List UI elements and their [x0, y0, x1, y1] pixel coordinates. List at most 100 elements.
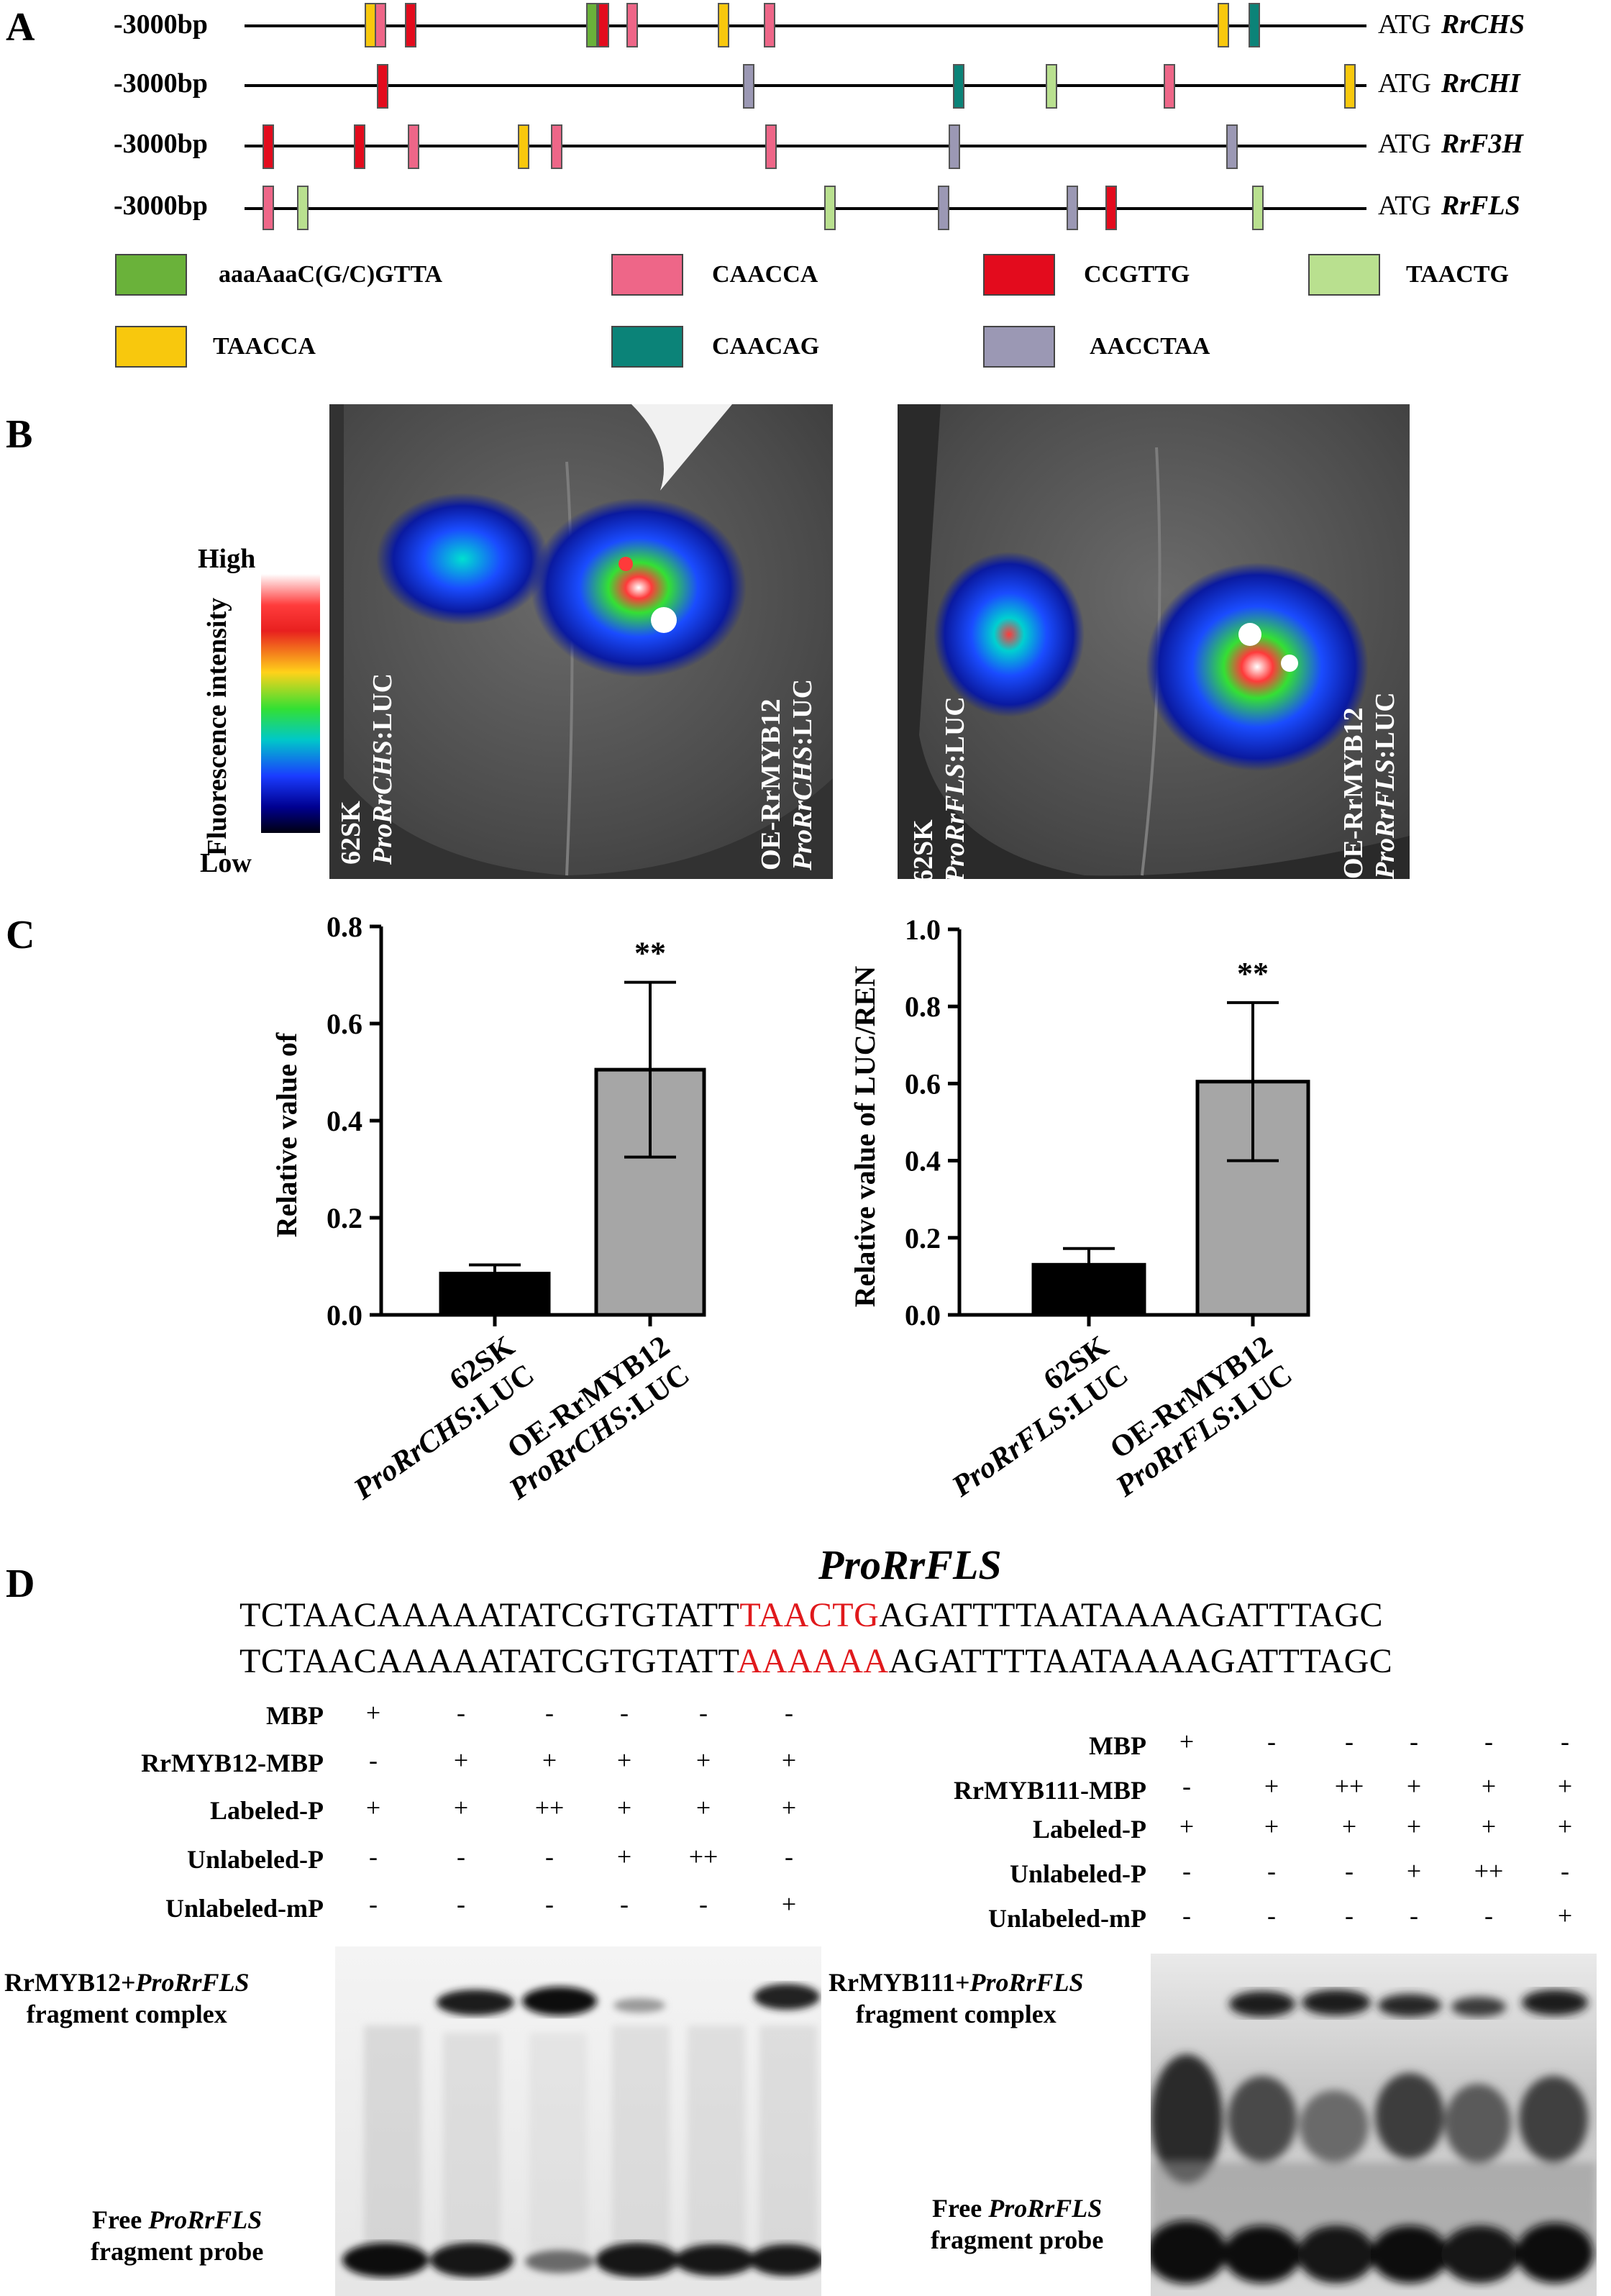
emsa-symbol: -	[1182, 1772, 1191, 1800]
emsa-symbol: -	[620, 1698, 629, 1727]
emsa-symbol: -	[369, 1746, 378, 1775]
cis-element-box	[1067, 186, 1078, 230]
y-tick-label: 0.2	[905, 1222, 941, 1254]
legend-label: CCGTTG	[1084, 261, 1190, 288]
cis-element-box	[263, 186, 274, 230]
emsa-symbol: -	[1267, 1727, 1276, 1756]
promoter-end: ATG RrCHS	[1378, 9, 1525, 40]
promoter-line	[245, 207, 1366, 210]
promoter-line	[245, 84, 1366, 87]
binding-motif: TAACTG	[739, 1596, 880, 1634]
legend-item: TAACCA	[115, 326, 316, 368]
emsa-symbol: +	[1179, 1727, 1195, 1756]
emsa-row-label: RrMYB111-MBP	[954, 1776, 1146, 1805]
legend-swatch	[115, 254, 187, 296]
cis-element-box	[263, 124, 274, 169]
free-probe-label-myb111: Free ProRrFLS fragment probe	[931, 2194, 1104, 2254]
emsa-row-label: Unlabeled-mP	[988, 1904, 1146, 1933]
emsa-symbol: -	[1484, 1727, 1493, 1756]
y-tick-label: 0.8	[905, 990, 941, 1023]
emsa-symbol: -	[1561, 1727, 1569, 1756]
emsa-symbol: -	[1410, 1901, 1418, 1930]
panel-letter-a: A	[6, 5, 35, 50]
legend-item: CCGTTG	[983, 254, 1190, 296]
emsa-row-label: Unlabeled-P	[186, 1845, 324, 1874]
free-probe-label-myb12: Free ProRrFLS fragment probe	[91, 2205, 264, 2266]
emsa-symbol: -	[620, 1890, 629, 1918]
promoter-end: ATG RrF3H	[1378, 129, 1523, 159]
cis-element-box	[1226, 124, 1238, 169]
emsa-symbol: -	[785, 1698, 793, 1727]
emsa-symbol: -	[785, 1842, 793, 1871]
emsa-row-label: RrMYB12-MBP	[141, 1749, 324, 1777]
cis-element-box	[718, 3, 729, 47]
emsa-symbol: -	[1484, 1901, 1493, 1930]
cis-element-box	[1105, 186, 1117, 230]
emsa-symbol: +	[1557, 1901, 1573, 1930]
emsa-symbol: +	[1341, 1812, 1357, 1841]
emsa-symbol: -	[1267, 1857, 1276, 1885]
free-probe-bands	[342, 2243, 821, 2277]
legend-item: CAACAG	[611, 326, 819, 368]
cis-element-box	[824, 186, 836, 230]
emsa-symbol: +	[453, 1746, 469, 1775]
emsa-row-label: Unlabeled-mP	[165, 1894, 324, 1923]
bar	[1195, 1080, 1310, 1317]
emsa-row-label: Labeled-P	[1033, 1815, 1146, 1844]
mutated-motif: AAAAAA	[736, 1642, 889, 1680]
complex-band-label-myb12: RrMYB12+ProRrFLS fragment complex	[4, 1968, 250, 2028]
emsa-symbol: +	[695, 1793, 711, 1822]
emsa-symbol: +	[453, 1793, 469, 1822]
cis-element-box	[1164, 64, 1175, 109]
legend-label: CAACAG	[712, 333, 820, 360]
promoter-line	[245, 145, 1366, 147]
cis-element-box	[405, 3, 416, 47]
emsa-symbol: ++	[1474, 1857, 1504, 1885]
emsa-row-label: MBP	[266, 1701, 324, 1730]
emsa-symbol: +	[781, 1746, 797, 1775]
leaf-image-chs: 62SK ProRrCHS:LUC OE-RrMYB12 ProRrCHS:LU…	[329, 404, 833, 879]
cis-element-box	[949, 124, 960, 169]
emsa-row-label: Unlabeled-P	[1009, 1859, 1146, 1888]
y-tick-label: 0.6	[327, 1008, 362, 1040]
emsa-symbol: -	[1345, 1857, 1354, 1885]
emsa-symbol: -	[369, 1842, 378, 1871]
emsa-symbol: +	[1406, 1772, 1422, 1800]
cis-element-box	[518, 124, 529, 169]
cis-element-box	[375, 3, 386, 47]
emsa-symbol: +	[1264, 1812, 1279, 1841]
legend-label: aaaAaaC(G/C)GTTA	[219, 261, 443, 288]
emsa-symbol: -	[1182, 1901, 1191, 1930]
y-axis-label: Relative value of LUC/REN	[849, 966, 881, 1308]
panel-letter-d: D	[6, 1562, 35, 1606]
legend-swatch	[983, 254, 1055, 296]
cis-element-box	[354, 124, 365, 169]
emsa-symbol: -	[369, 1890, 378, 1918]
y-axis-label: Relative value of	[270, 1032, 303, 1237]
leaf-luminescence-fls	[898, 404, 1410, 879]
emsa-symbol: ++	[688, 1842, 718, 1871]
emsa-gel-myb111	[1151, 1954, 1597, 2296]
promoter-end: ATG RrFLS	[1378, 191, 1520, 221]
cis-element-box	[764, 3, 775, 47]
emsa-symbol: +	[616, 1793, 632, 1822]
colorbar-high-label: High	[198, 544, 256, 574]
emsa-symbol: +	[781, 1793, 797, 1822]
emsa-symbol: +	[1557, 1812, 1573, 1841]
promoter-start-label: -3000bp	[114, 191, 208, 221]
legend-item: AACCTAA	[983, 326, 1210, 368]
legend-label: TAACTG	[1406, 261, 1509, 288]
emsa-row-label: Labeled-P	[210, 1796, 324, 1825]
emsa-symbol: -	[1267, 1901, 1276, 1930]
legend-swatch	[983, 326, 1055, 368]
emsa-symbol: ++	[1334, 1772, 1364, 1800]
legend-swatch	[1308, 254, 1380, 296]
emsa-symbol: ++	[534, 1793, 565, 1822]
free-probe-bands	[1151, 2220, 1594, 2284]
emsa-symbol: -	[1410, 1727, 1418, 1756]
y-tick-label: 1.0	[905, 914, 941, 946]
emsa-symbol: -	[699, 1698, 708, 1727]
